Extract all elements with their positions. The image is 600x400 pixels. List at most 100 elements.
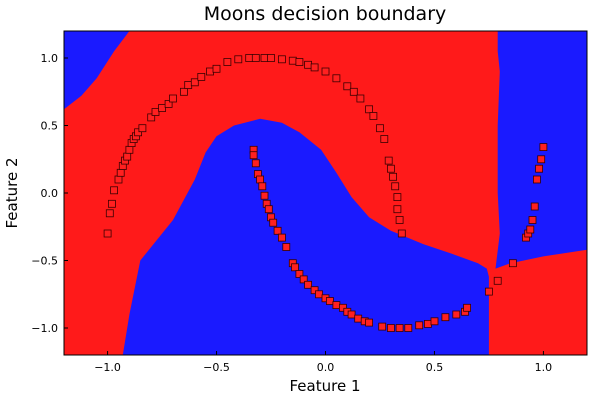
data-point xyxy=(134,128,143,137)
data-point xyxy=(526,225,535,234)
data-point xyxy=(380,135,389,143)
data-point xyxy=(537,155,546,164)
data-point xyxy=(315,290,323,299)
data-point xyxy=(256,175,265,184)
data-point xyxy=(528,216,537,224)
data-point xyxy=(269,218,278,227)
data-point xyxy=(295,58,304,66)
y-axis-ticks: −1.0 −0.5 0.0 0.5 1.0 xyxy=(31,52,68,335)
data-point xyxy=(404,324,413,332)
chart-title: Moons decision boundary xyxy=(204,3,447,25)
data-point xyxy=(245,54,254,62)
data-point xyxy=(295,270,304,278)
data-point xyxy=(393,205,402,214)
data-point xyxy=(299,275,308,284)
data-point xyxy=(325,297,334,305)
data-point xyxy=(332,301,341,310)
data-point xyxy=(484,287,493,296)
data-point xyxy=(343,82,352,91)
data-point xyxy=(393,193,402,202)
data-point xyxy=(147,113,156,122)
data-point xyxy=(234,55,243,64)
data-point xyxy=(114,175,123,184)
x-axis-label: Feature 1 xyxy=(290,377,361,395)
data-point xyxy=(321,67,330,76)
data-point xyxy=(386,324,395,332)
data-point xyxy=(138,124,147,133)
data-point xyxy=(249,151,258,160)
data-point xyxy=(384,156,393,165)
data-point xyxy=(169,94,177,103)
data-point xyxy=(430,317,439,326)
data-point xyxy=(288,56,297,65)
data-point xyxy=(212,64,221,73)
data-point xyxy=(395,216,404,224)
data-point xyxy=(533,175,541,184)
y-axis-label: Feature 2 xyxy=(3,158,21,229)
data-point xyxy=(258,182,267,191)
data-point xyxy=(539,143,548,152)
data-point xyxy=(291,263,299,272)
data-point xyxy=(365,318,374,327)
data-point xyxy=(530,202,539,211)
x-tick-label: −1.0 xyxy=(94,361,121,374)
data-point xyxy=(108,199,116,208)
data-point xyxy=(391,182,400,191)
y-tick-label: 0.5 xyxy=(41,120,59,133)
data-point xyxy=(110,186,118,195)
y-tick-label: −1.0 xyxy=(31,322,58,335)
data-point xyxy=(347,310,356,319)
data-point xyxy=(378,322,387,331)
data-point xyxy=(354,314,363,323)
data-point xyxy=(493,276,502,285)
data-point xyxy=(184,81,193,89)
data-point xyxy=(197,73,206,81)
data-point xyxy=(273,226,282,235)
data-point xyxy=(251,159,260,168)
data-point xyxy=(282,243,291,251)
region-class-0-main xyxy=(64,118,489,355)
data-point xyxy=(260,54,269,62)
decision-regions xyxy=(64,31,587,355)
x-tick-label: 0.5 xyxy=(426,361,444,374)
x-axis-ticks: −1.0 −0.5 0.0 0.5 1.0 xyxy=(94,351,552,374)
data-point xyxy=(151,108,160,116)
data-point xyxy=(535,164,543,173)
data-point xyxy=(277,55,286,64)
data-point xyxy=(179,87,188,96)
data-point xyxy=(223,58,232,66)
data-point xyxy=(397,229,406,238)
data-point xyxy=(125,145,134,154)
y-tick-label: −0.5 xyxy=(31,255,58,268)
data-point xyxy=(415,321,424,330)
data-point xyxy=(463,303,472,312)
data-point xyxy=(441,313,450,322)
y-tick-label: 0.0 xyxy=(41,187,59,200)
data-point xyxy=(103,229,112,238)
data-point xyxy=(365,105,374,114)
y-tick-label: 1.0 xyxy=(41,52,59,65)
data-point xyxy=(264,205,273,214)
data-point xyxy=(260,191,269,200)
x-tick-label: −0.5 xyxy=(203,361,230,374)
data-point xyxy=(310,286,319,295)
data-points xyxy=(103,54,548,332)
data-point xyxy=(123,152,132,161)
data-point xyxy=(164,100,173,108)
region-class-0-top-left xyxy=(64,31,130,110)
data-point xyxy=(105,209,114,218)
data-point xyxy=(389,172,398,181)
data-point xyxy=(369,112,378,120)
data-point xyxy=(206,67,214,76)
x-tick-label: 0.0 xyxy=(317,361,335,374)
data-point xyxy=(190,78,199,87)
data-point xyxy=(395,324,404,332)
data-point xyxy=(423,319,432,328)
data-point xyxy=(304,280,313,289)
data-point xyxy=(338,303,347,312)
data-point xyxy=(310,63,319,72)
data-point xyxy=(277,233,286,242)
data-point xyxy=(332,74,341,83)
data-point xyxy=(304,60,313,69)
data-point xyxy=(349,87,358,96)
